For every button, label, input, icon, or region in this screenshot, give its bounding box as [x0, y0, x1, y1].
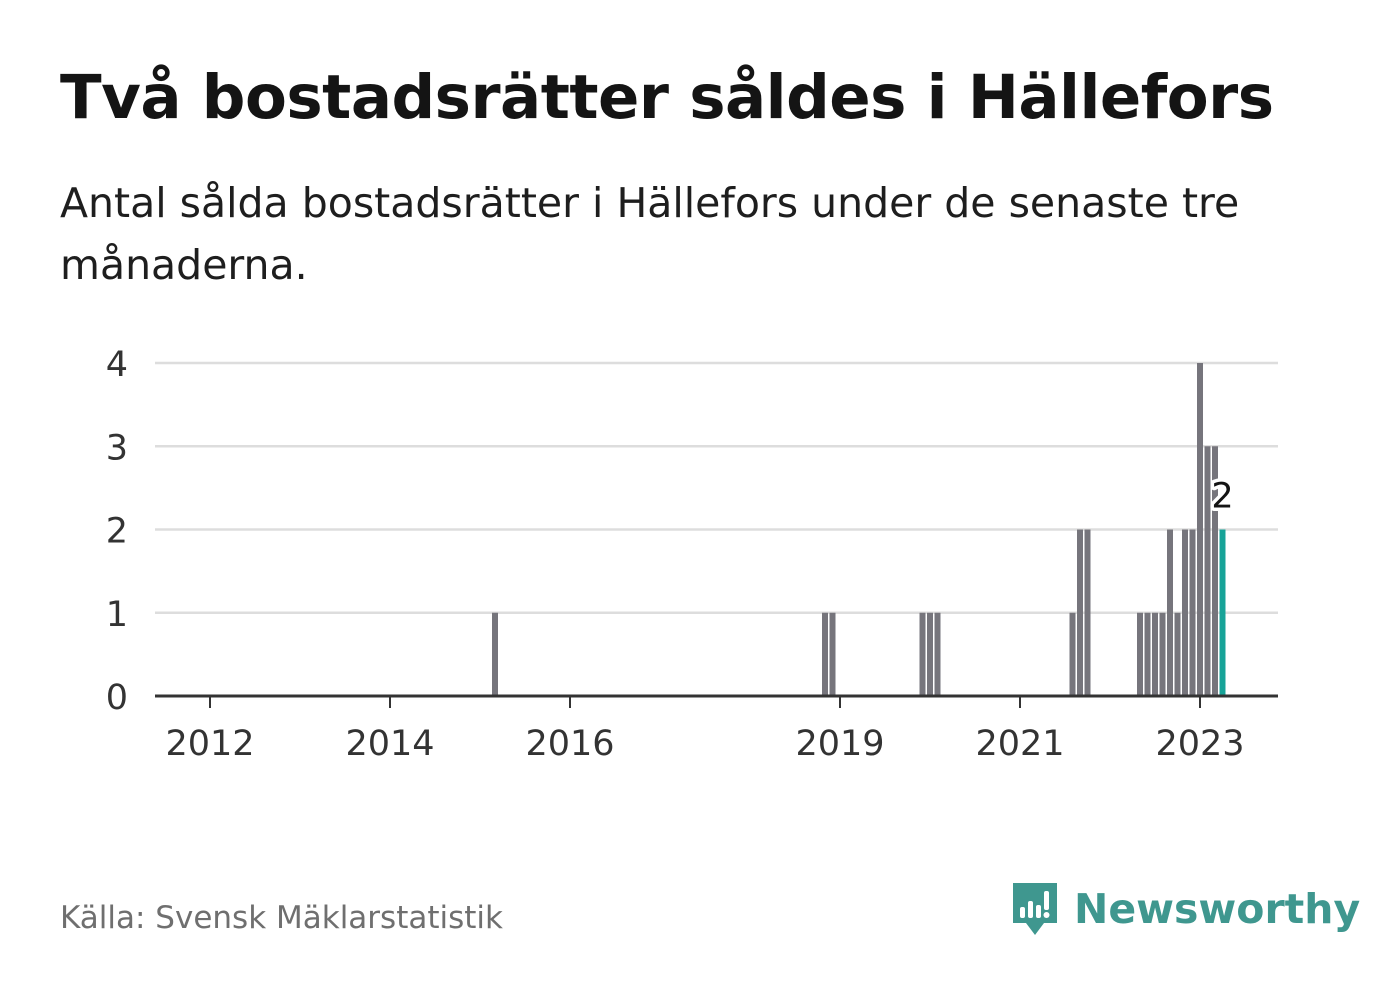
bar [1077, 529, 1083, 696]
chart-subtitle: Antal sålda bostadsrätter i Hällefors un… [60, 179, 1240, 289]
brand-name: Newsworthy [1074, 885, 1361, 933]
newsworthy-logo-icon [1013, 883, 1057, 935]
grid-lines [155, 361, 1278, 614]
axes [155, 694, 1278, 708]
chart-title: Två bostadsrätter såldes i Hällefors [60, 62, 1274, 133]
bar [1189, 529, 1196, 696]
x-tick-label: 2023 [1155, 724, 1244, 764]
bar [1152, 612, 1158, 696]
bar [1174, 612, 1181, 696]
bar [934, 612, 941, 696]
bar [1084, 529, 1091, 696]
x-tick-label: 2019 [795, 724, 884, 764]
highlight-value-label: 2 [1211, 477, 1233, 517]
brand-logo[interactable]: Newsworthy [1010, 878, 1360, 940]
bar [1144, 612, 1151, 696]
x-tick-label: 2012 [165, 724, 254, 764]
bar [1197, 363, 1203, 696]
bar [492, 612, 498, 696]
y-tick-label: 3 [106, 428, 128, 468]
y-tick-label: 2 [106, 512, 128, 552]
bar [1212, 446, 1218, 696]
bar [927, 612, 933, 696]
bar [829, 612, 836, 696]
bar [919, 612, 926, 696]
y-tick-label: 1 [106, 595, 128, 635]
bar [1069, 612, 1076, 696]
bar [1159, 612, 1166, 696]
bars [492, 363, 1226, 696]
source-note: Källa: Svensk Mäklarstatistik [60, 900, 503, 936]
x-tick-label: 2014 [345, 724, 434, 764]
bar-highlight [1219, 529, 1226, 696]
bar [822, 612, 828, 696]
y-tick-label: 0 [106, 678, 128, 718]
bar [1167, 529, 1173, 696]
bar [1137, 612, 1143, 696]
x-tick-label: 2021 [975, 724, 1064, 764]
labels: 0 1 2 3 4 2012 2014 2016 2019 2021 2023 2 [106, 345, 1245, 764]
bar [1182, 529, 1188, 696]
y-tick-label: 4 [106, 345, 128, 385]
x-tick-label: 2016 [525, 724, 614, 764]
bar [1204, 446, 1211, 696]
